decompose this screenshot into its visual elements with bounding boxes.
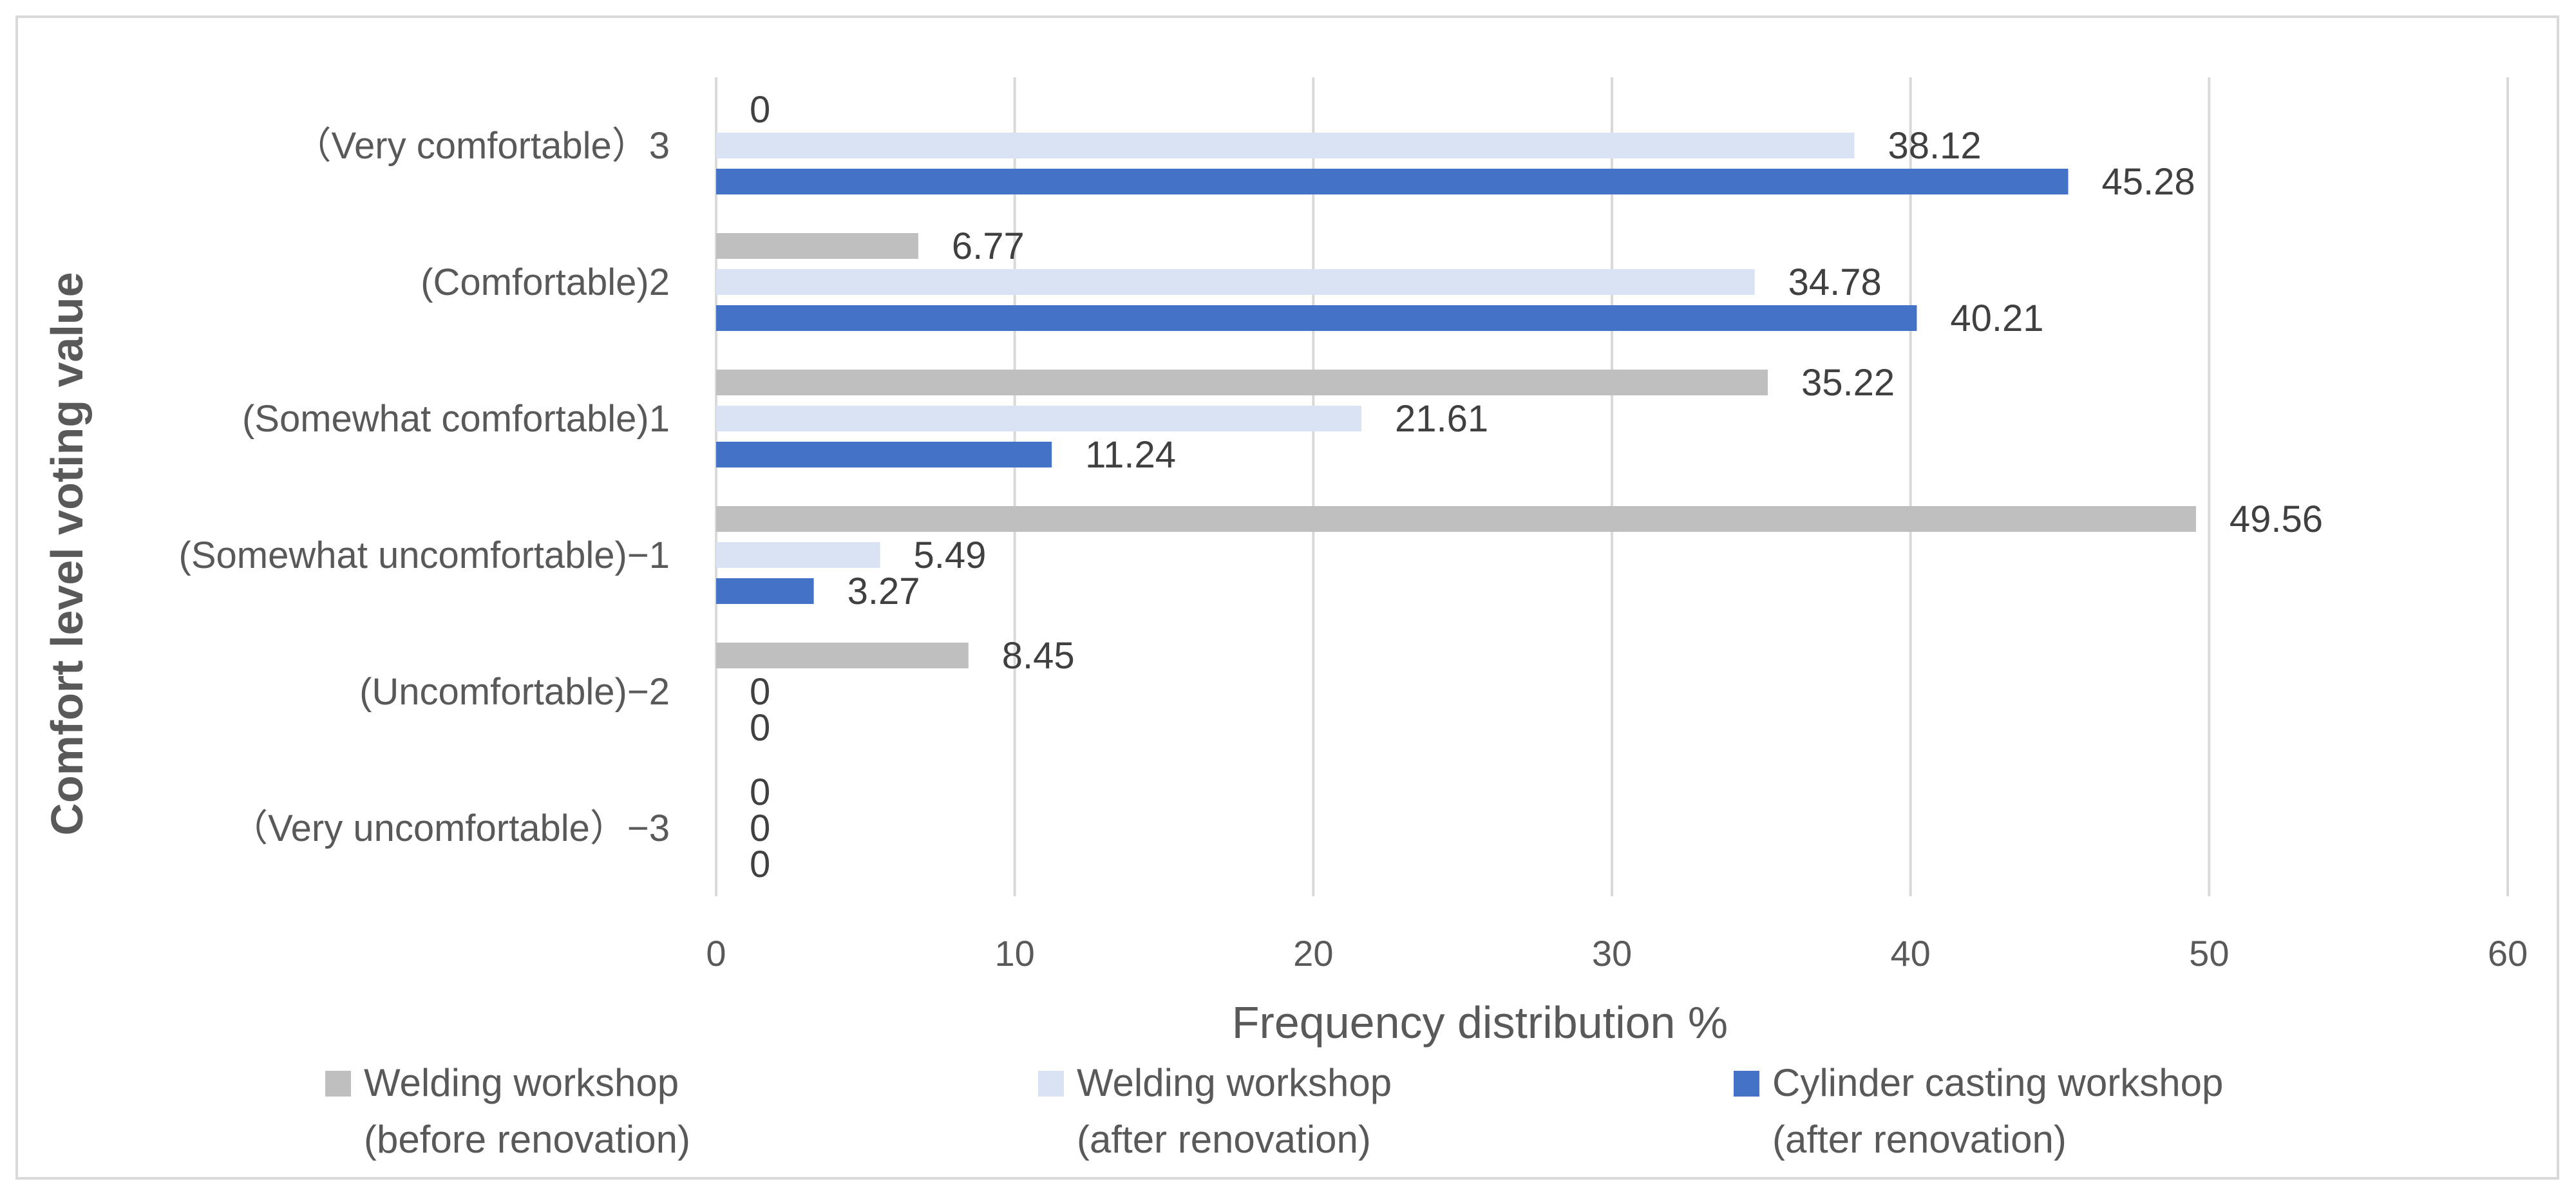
bar [716, 233, 918, 259]
x-tick-label: 20 [1293, 933, 1333, 974]
data-label: 0 [750, 89, 770, 131]
x-tick-label: 60 [2488, 933, 2528, 974]
category-label: （Very uncomfortable）−3 [231, 807, 670, 849]
bar [716, 269, 1755, 295]
data-label: 49.56 [2230, 498, 2323, 540]
bar [716, 542, 880, 568]
data-label: 11.24 [1085, 434, 1176, 476]
category-label: (Somewhat comfortable)1 [242, 398, 670, 440]
data-label: 0 [750, 671, 770, 713]
legend-label: (before renovation) [364, 1118, 690, 1161]
bar [716, 169, 2069, 194]
data-label: 45.28 [2101, 161, 2195, 203]
legend-label: (after renovation) [1772, 1118, 2067, 1161]
data-label: 6.77 [952, 225, 1025, 267]
legend-label: (after renovation) [1077, 1118, 1371, 1161]
bar [716, 370, 1768, 395]
data-label: 3.27 [848, 570, 920, 612]
bar [716, 305, 1917, 331]
legend-swatch [1734, 1071, 1759, 1097]
data-label: 38.12 [1888, 125, 1981, 167]
data-labels: 0 38.12 45.28 6.77 34.78 40.21 35.22 21.61 11.24… [750, 89, 2323, 885]
x-tick-label: 40 [1891, 933, 1931, 974]
category-label: (Comfortable)2 [421, 261, 670, 303]
bar [716, 506, 2196, 532]
legend-swatch [325, 1071, 351, 1097]
x-tick-labels: 0 10 20 30 40 50 60 [706, 933, 2528, 974]
category-label: (Somewhat uncomfortable)−1 [179, 534, 670, 576]
x-tick-label: 0 [706, 933, 726, 974]
data-label: 40.21 [1950, 297, 2043, 339]
data-label: 0 [750, 771, 770, 813]
data-label: 5.49 [914, 534, 987, 576]
chart-frame [15, 15, 2559, 1180]
category-label: （Very comfortable）3 [294, 125, 670, 167]
legend-label: Cylinder casting workshop [1772, 1061, 2223, 1104]
data-label: 0 [750, 844, 770, 885]
data-label: 0 [750, 807, 770, 849]
legend-label: Welding workshop [1077, 1061, 1392, 1104]
category-labels: （Very comfortable）3 (Comfortable)2 (Somewh… [179, 125, 670, 849]
x-tick-label: 30 [1592, 933, 1632, 974]
data-label: 0 [750, 707, 770, 749]
legend-swatch [1038, 1071, 1064, 1097]
legend: Welding workshop (before renovation) Weldi… [325, 1061, 2223, 1161]
data-label: 8.45 [1002, 635, 1075, 677]
bar [716, 442, 1052, 467]
category-label: (Uncomfortable)−2 [359, 671, 670, 713]
bar [716, 406, 1361, 431]
bar [716, 643, 969, 668]
y-axis-title: Comfort level voting value [42, 272, 92, 835]
bars [716, 133, 2196, 668]
bar [716, 133, 1855, 158]
x-axis-title: Frequency distribution % [1232, 997, 1728, 1048]
x-tick-label: 50 [2189, 933, 2229, 974]
gridlines [715, 77, 2509, 896]
legend-label: Welding workshop [364, 1061, 679, 1104]
bar [716, 578, 814, 604]
data-label: 21.61 [1395, 398, 1488, 440]
data-label: 35.22 [1801, 362, 1895, 404]
data-label: 34.78 [1788, 261, 1882, 303]
x-tick-label: 10 [995, 933, 1035, 974]
